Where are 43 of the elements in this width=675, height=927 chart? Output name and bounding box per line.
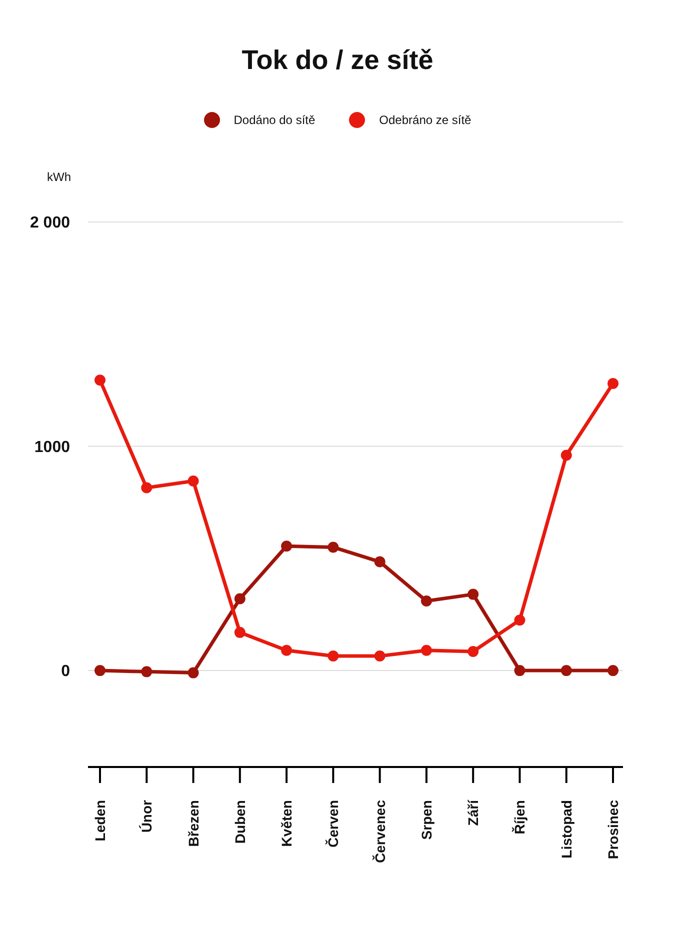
legend-label: Dodáno do sítě — [234, 113, 316, 127]
point — [560, 450, 572, 461]
x-tick-label: Září — [465, 798, 482, 826]
point — [328, 542, 339, 553]
point — [468, 588, 479, 600]
x-tick-label: Červenec — [372, 800, 388, 864]
x-tick-label: Srpen — [418, 800, 434, 840]
point — [281, 644, 292, 656]
point — [141, 482, 152, 494]
x-tick-label: Červen — [325, 800, 342, 848]
x-tick-label: Listopad — [558, 800, 574, 858]
point — [420, 644, 432, 656]
point — [281, 540, 292, 552]
point — [328, 650, 339, 662]
point — [514, 665, 526, 676]
x-tick-label: Leden — [92, 800, 108, 842]
point — [374, 556, 386, 568]
point — [188, 476, 199, 487]
x-tick-label: Únor — [138, 799, 155, 833]
point — [188, 667, 199, 678]
point — [94, 374, 106, 386]
x-tick-label: Říjen — [512, 800, 528, 834]
point — [468, 646, 479, 657]
x-tick-label: Květen — [278, 800, 295, 847]
x-tick-label: Prosinec — [605, 800, 621, 860]
point — [234, 626, 246, 638]
point — [608, 665, 618, 676]
point — [420, 596, 432, 607]
chart-title: Tok do / ze sítě — [240, 45, 434, 76]
x-tick-label: Duben — [232, 800, 248, 844]
point — [234, 593, 246, 604]
y-tick-label: 2 000 — [30, 214, 70, 232]
y-axis-title: kWh — [46, 170, 71, 184]
legend-label: Odebráno ze sítě — [379, 113, 472, 127]
y-tick-label: 0 — [61, 663, 70, 680]
point — [608, 378, 618, 389]
point — [560, 665, 572, 676]
x-tick-label: Březen — [185, 800, 202, 847]
y-tick-label: 1000 — [34, 438, 70, 456]
point — [94, 665, 106, 676]
point — [141, 666, 152, 678]
point — [374, 650, 386, 662]
point — [514, 614, 526, 626]
